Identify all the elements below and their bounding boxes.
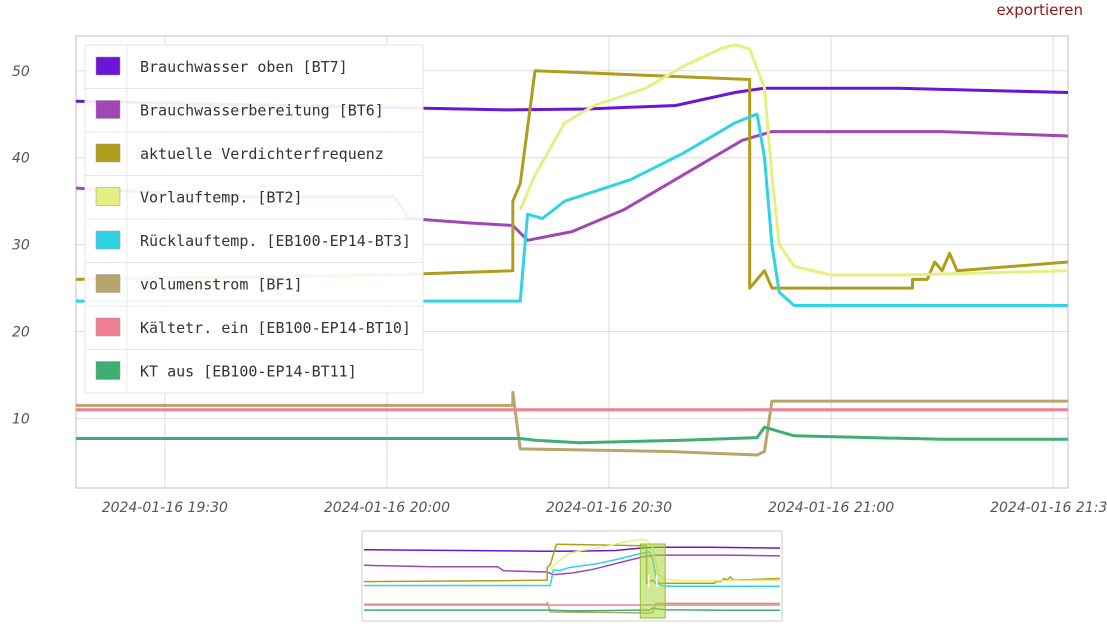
series-line[interactable]	[518, 43, 1069, 277]
x-tick-label: 2024-01-16 20:30	[546, 500, 672, 516]
legend-label[interactable]: KT aus [EB100-EP14-BT11]	[140, 363, 357, 381]
legend-label[interactable]: volumenstrom [BF1]	[140, 276, 303, 294]
export-link[interactable]: exportieren	[996, 1, 1083, 19]
navigator-selection-window[interactable]	[639, 543, 666, 619]
x-tick-label: 2024-01-16 21:30	[990, 500, 1107, 516]
navigator-series-line	[364, 607, 780, 612]
navigator[interactable]	[361, 530, 783, 622]
series-line[interactable]	[75, 69, 1069, 290]
legend-swatch[interactable]	[95, 274, 121, 293]
legend-label[interactable]: Rücklauftemp. [EB100-EP14-BT3]	[140, 232, 411, 250]
legend-swatch[interactable]	[95, 230, 121, 250]
y-axis-ticks: 10 20 30 40 50	[12, 64, 30, 428]
legend-label[interactable]: Vorlauftemp. [BT2]	[140, 189, 303, 207]
x-tick-label: 2024-01-16 20:00	[324, 500, 450, 516]
series-layer	[75, 43, 1069, 457]
series-line[interactable]	[76, 425, 1068, 445]
legend-swatch[interactable]	[95, 361, 121, 380]
legend-swatch[interactable]	[95, 317, 121, 337]
legend-swatch[interactable]	[95, 56, 121, 76]
legend-label[interactable]: aktuelle Verdichterfrequenz	[140, 145, 384, 163]
legend-label[interactable]: Brauchwasser oben [BT7]	[140, 58, 348, 76]
legend-swatch[interactable]	[95, 100, 121, 119]
x-axis-ticks: 2024-01-16 19:30 2024-01-16 20:00 2024-01-…	[102, 500, 1107, 516]
legend-swatch[interactable]	[95, 143, 121, 163]
y-tick-label: 40	[12, 151, 30, 167]
navigator-series-line	[363, 546, 781, 552]
series-line[interactable]	[76, 112, 1068, 307]
series-line[interactable]	[76, 390, 1068, 457]
y-tick-label: 30	[12, 238, 30, 254]
y-tick-label: 10	[12, 411, 30, 427]
legend-label[interactable]: Kältetr. ein [EB100-EP14-BT10]	[140, 319, 411, 337]
legend-swatch[interactable]	[95, 187, 121, 206]
legend-label[interactable]: Brauchwasserbereitung [BT6]	[140, 102, 384, 120]
x-tick-label: 2024-01-16 19:30	[102, 500, 228, 516]
navigator-frame	[361, 530, 783, 622]
series-line[interactable]	[75, 86, 1069, 112]
navigator-series-line	[549, 538, 781, 582]
navigator-selection[interactable]	[639, 543, 666, 619]
y-tick-label: 50	[12, 64, 30, 80]
y-tick-label: 20	[12, 325, 30, 341]
x-tick-label: 2024-01-16 21:00	[768, 500, 894, 516]
legend: Brauchwasser oben [BT7] Brauchwasserberei…	[84, 44, 424, 394]
